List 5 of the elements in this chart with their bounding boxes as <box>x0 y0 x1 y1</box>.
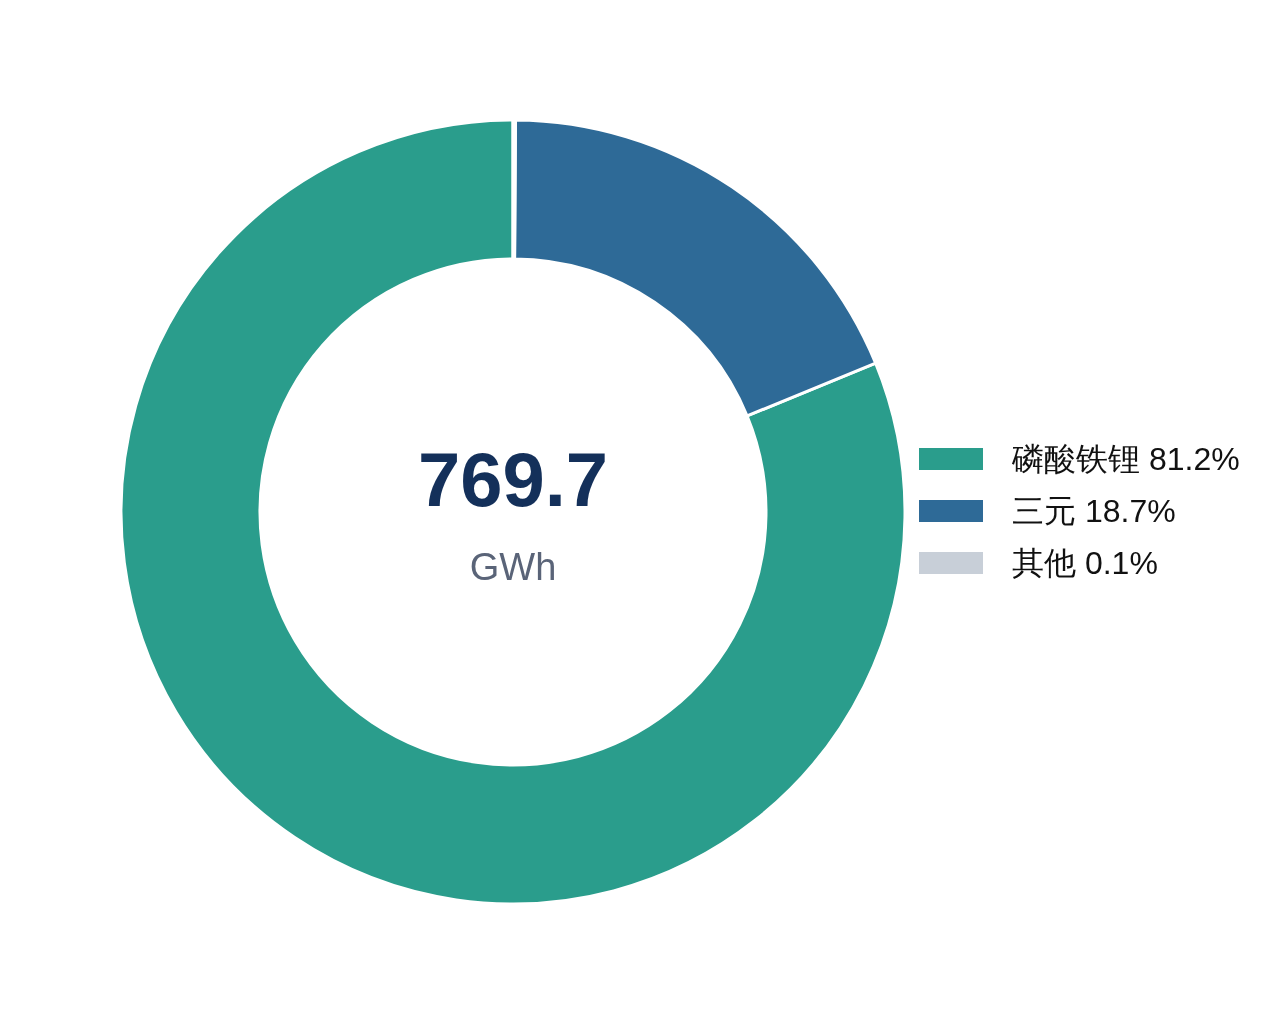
text: 769.7 <box>417 437 609 522</box>
legend-label: 其他 0.1% <box>1012 545 1158 581</box>
text: GWh <box>469 546 557 588</box>
legend-label: 磷酸铁锂 81.2% <box>1011 441 1240 477</box>
legend-label: 三元 18.7% <box>1012 493 1176 529</box>
